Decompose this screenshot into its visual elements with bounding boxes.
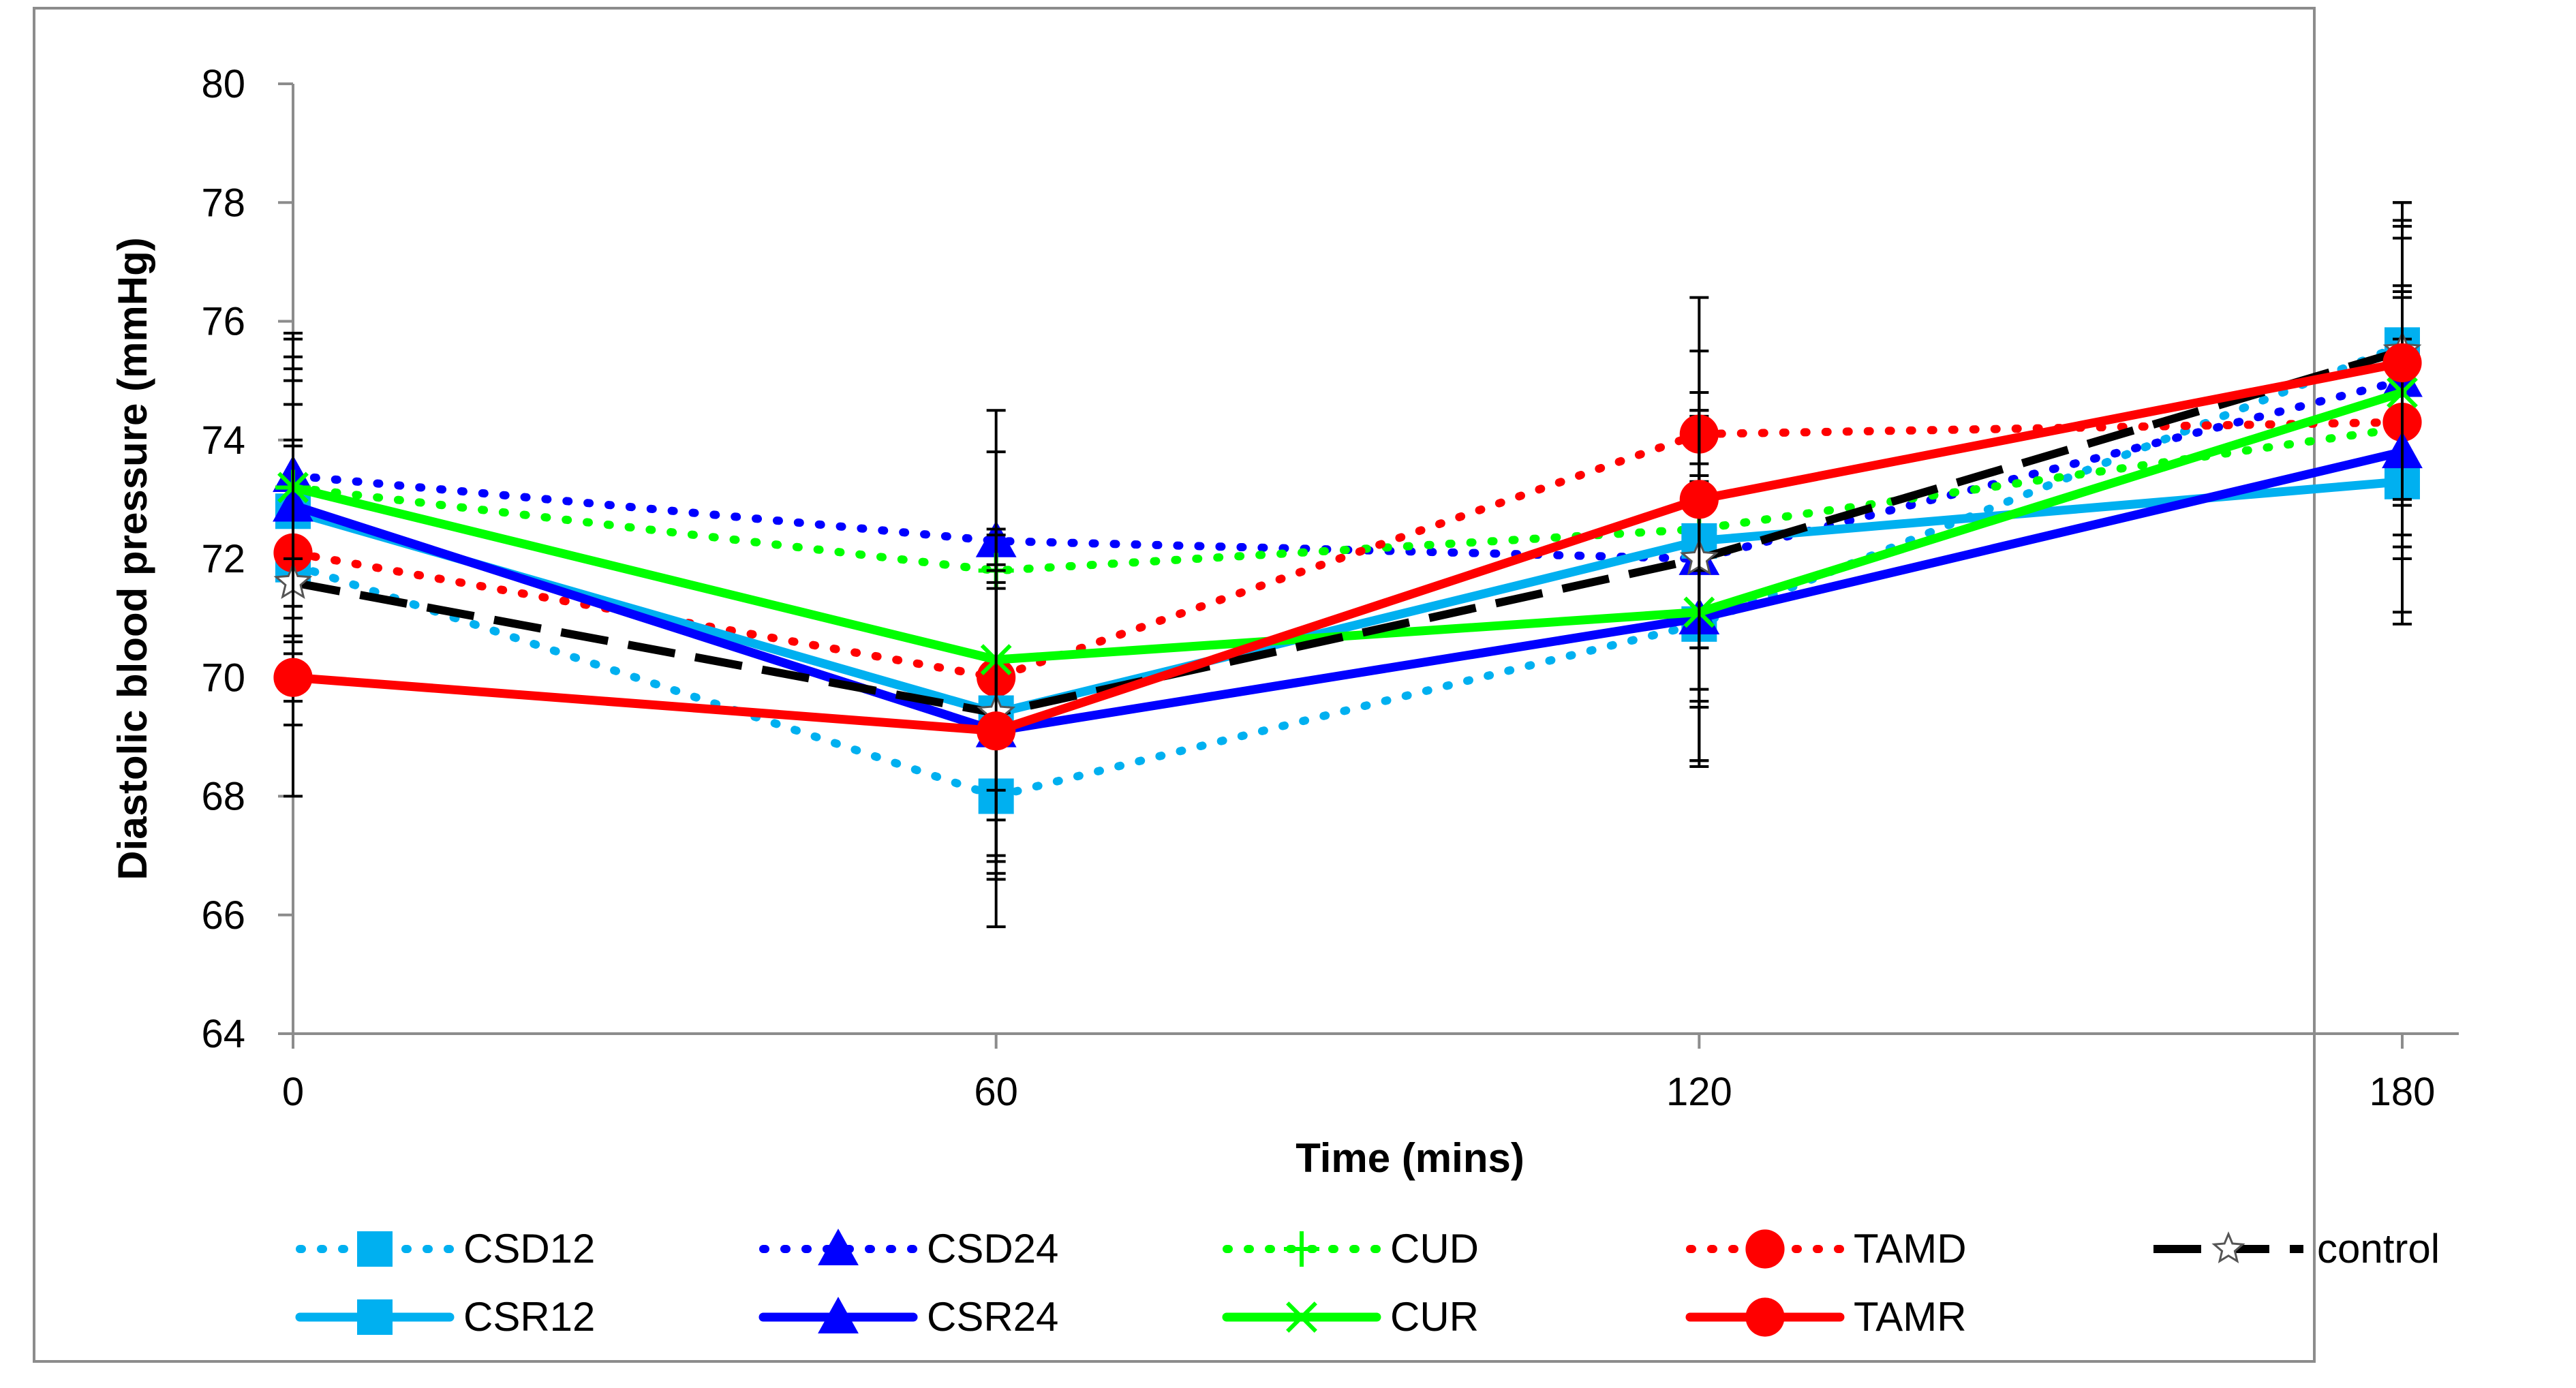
series-layer <box>273 201 2423 929</box>
legend-item-tamd: TAMD <box>1686 1226 1967 1271</box>
y-axis-title: Diastolic blood pressure (mmHg) <box>110 237 155 880</box>
series-tamr <box>273 219 2422 875</box>
y-tick-label: 66 <box>201 893 245 938</box>
series-line-cur <box>288 388 2407 664</box>
series-line-cud <box>289 424 2406 575</box>
legend-label: TAMR <box>1854 1294 1967 1340</box>
legend-swatch-marker <box>1286 1301 1317 1333</box>
series-line-csd12 <box>289 341 2406 801</box>
legend-swatch-marker <box>818 1229 859 1265</box>
legend-swatch-marker <box>1745 1229 1785 1269</box>
legend-swatch-marker <box>2211 1231 2245 1263</box>
series-line-csr24 <box>288 447 2407 736</box>
series-line-tamr <box>288 358 2407 736</box>
x-tick-label: 60 <box>974 1070 1018 1114</box>
y-tick-label: 72 <box>201 537 245 581</box>
legend-swatch-marker <box>357 1299 393 1335</box>
legend-item-csr12: CSR12 <box>295 1294 595 1340</box>
data-point-tamr <box>273 658 313 697</box>
legend-item-csd12: CSD12 <box>296 1226 595 1271</box>
x-tick-label: 180 <box>2370 1070 2436 1114</box>
legend-label: CUR <box>1390 1294 1479 1340</box>
legend: CSD12 CSD24 CUD TAMD control CSR12 CSR24 CUR TAM… <box>295 1226 2440 1340</box>
y-tick-label: 80 <box>201 62 245 106</box>
x-axis-title: Time (mins) <box>1295 1135 1524 1181</box>
series-line-control <box>292 347 2404 718</box>
legend-swatch-marker <box>357 1231 393 1267</box>
legend-item-csd24: CSD24 <box>759 1226 1058 1271</box>
legend-item-control: control <box>2153 1226 2440 1271</box>
legend-label: CSR12 <box>463 1294 595 1340</box>
x-tick-label: 120 <box>1666 1070 1732 1114</box>
data-point-tamr <box>1679 480 1719 519</box>
legend-label: CUD <box>1390 1226 1479 1271</box>
legend-label: CSD24 <box>927 1226 1058 1271</box>
x-tick-label: 0 <box>282 1070 304 1114</box>
series-csr12 <box>275 337 2420 857</box>
legend-label: TAMD <box>1854 1226 1967 1271</box>
legend-label: CSD12 <box>463 1226 595 1271</box>
y-tick-label: 64 <box>201 1012 245 1056</box>
legend-label: CSR24 <box>927 1294 1058 1340</box>
data-point-tamr <box>977 711 1016 751</box>
data-point-tamr <box>2382 343 2422 383</box>
series-control <box>273 201 2422 863</box>
legend-item-csr24: CSR24 <box>758 1294 1058 1340</box>
legend-swatch-marker <box>1284 1231 1319 1267</box>
y-tick-label: 70 <box>201 656 245 700</box>
legend-swatch-marker <box>1745 1297 1785 1337</box>
series-line-csr12 <box>288 477 2407 718</box>
legend-item-cur: CUR <box>1222 1294 1479 1340</box>
y-tick-label: 74 <box>201 418 245 463</box>
series-csr24 <box>273 290 2423 881</box>
legend-label: control <box>2317 1226 2440 1271</box>
legend-swatch-marker <box>818 1297 859 1333</box>
y-tick-label: 76 <box>201 300 245 344</box>
legend-item-tamr: TAMR <box>1685 1294 1967 1340</box>
y-tick-label: 68 <box>201 775 245 819</box>
y-tick-label: 78 <box>201 181 245 225</box>
x-ticks: 0 60 120 180 <box>282 1034 2436 1114</box>
legend-item-cud: CUD <box>1223 1226 1479 1271</box>
